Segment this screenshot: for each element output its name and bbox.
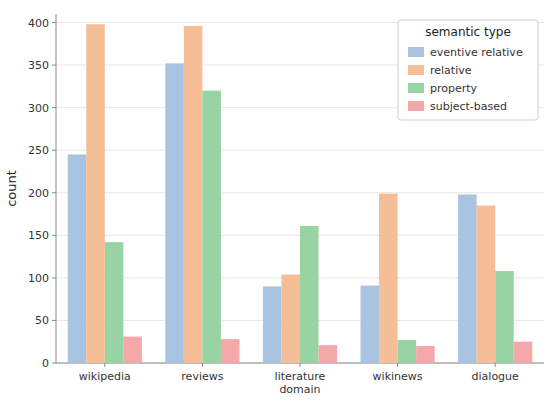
tick-mark — [52, 22, 56, 23]
tick-label: 400 — [28, 17, 49, 30]
tick-mark — [300, 363, 301, 367]
bar — [458, 194, 477, 363]
legend-box — [398, 20, 538, 120]
tick-label: wikipedia — [79, 370, 131, 383]
tick-label: reviews — [181, 370, 223, 383]
legend-label: property — [430, 82, 478, 95]
bar — [495, 271, 514, 363]
bars — [68, 24, 533, 363]
tick-label: 200 — [28, 187, 49, 200]
bar — [105, 242, 124, 363]
bar — [263, 286, 282, 363]
tick-label: 250 — [28, 144, 49, 157]
bar — [361, 286, 380, 363]
bar — [184, 26, 203, 363]
bar — [86, 24, 105, 363]
grid-line — [56, 192, 544, 193]
legend: semantic type eventive relative relative pr… — [398, 20, 538, 120]
grid-line — [56, 150, 544, 151]
tick-label: dialogue — [472, 370, 520, 383]
bar — [477, 206, 496, 363]
tick-label: 100 — [28, 272, 49, 285]
tick-mark — [495, 363, 496, 367]
bar — [202, 91, 221, 363]
legend-label: relative — [430, 64, 472, 77]
bar — [514, 342, 533, 363]
x-axis: wikipedia reviews literaturedomain wikinews… — [79, 363, 519, 396]
tick-mark — [52, 107, 56, 108]
bar — [379, 194, 398, 363]
tick-label: 150 — [28, 229, 49, 242]
tick-mark — [52, 150, 56, 151]
tick-label: literaturedomain — [275, 370, 326, 396]
tick-label: 50 — [35, 314, 49, 327]
tick-mark — [104, 363, 105, 367]
tick-label: wikinews — [373, 370, 423, 383]
bar — [281, 274, 300, 363]
tick-label: 300 — [28, 102, 49, 115]
chart: 0 50 100 150 200 250 300 350 400 count wikipedia re… — [0, 0, 554, 409]
y-axis: 0 50 100 150 200 250 300 350 400 — [28, 14, 544, 370]
legend-label: subject-based — [430, 100, 507, 113]
tick-mark — [52, 192, 56, 193]
tick-label: 350 — [28, 59, 49, 72]
legend-swatch — [408, 83, 424, 93]
legend-title: semantic type — [425, 25, 511, 39]
bar — [398, 340, 417, 363]
bar — [416, 346, 435, 363]
bar — [221, 339, 240, 363]
legend-swatch — [408, 65, 424, 75]
tick-mark — [52, 235, 56, 236]
bar — [319, 345, 338, 363]
tick-mark — [397, 363, 398, 367]
legend-label: eventive relative — [430, 46, 523, 59]
bar — [123, 337, 142, 363]
tick-label: 0 — [42, 357, 49, 370]
tick-mark — [52, 363, 56, 364]
tick-mark — [52, 65, 56, 66]
bar — [300, 226, 319, 363]
tick-mark — [52, 320, 56, 321]
axis-label: count — [4, 170, 19, 207]
axis-line — [56, 14, 57, 363]
legend-swatch — [408, 47, 424, 57]
legend-swatch — [408, 101, 424, 111]
bar — [165, 63, 184, 363]
tick-mark — [202, 363, 203, 367]
tick-mark — [52, 277, 56, 278]
bar — [68, 154, 87, 363]
